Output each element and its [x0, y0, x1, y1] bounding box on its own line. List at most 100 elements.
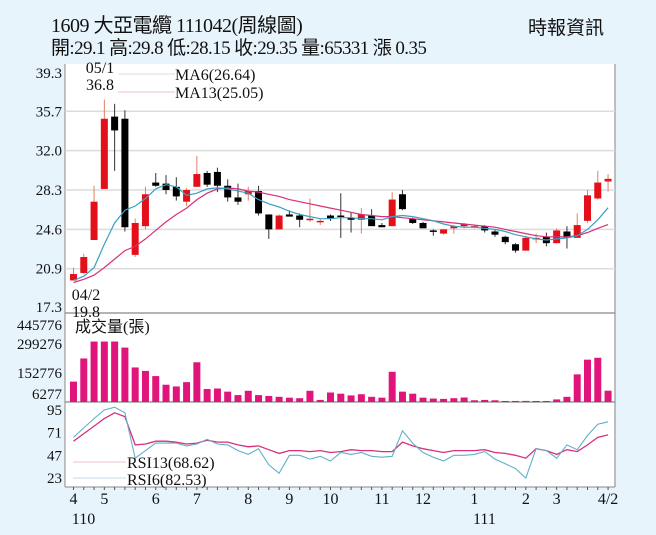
rsi13-legend: RSI13(68.62) — [127, 455, 215, 472]
year-label: 111 — [473, 511, 496, 528]
candle-up — [100, 118, 108, 189]
candle-down — [224, 185, 232, 198]
candle-up — [193, 174, 201, 187]
price-tick-label: 32.0 — [36, 144, 62, 160]
high-date-annotation: 05/1 — [86, 60, 114, 77]
candle-up — [275, 215, 283, 230]
candle-down — [347, 217, 355, 220]
volume-bar — [265, 395, 273, 402]
volume-bar — [604, 390, 612, 402]
rsi-tick-label: 47 — [47, 448, 63, 464]
candle-down — [162, 183, 170, 190]
volume-bar — [491, 400, 499, 402]
candle-down — [255, 191, 263, 214]
month-label: 9 — [285, 491, 293, 508]
month-label: 2 — [522, 491, 530, 508]
year-label: 110 — [72, 511, 95, 528]
volume-bar — [141, 370, 149, 402]
moving-average-lines — [73, 184, 609, 284]
volume-tick-label: 299276 — [17, 337, 63, 353]
rsi-tick-label: 95 — [47, 403, 62, 419]
candle-down — [265, 214, 273, 230]
volume-bar — [450, 398, 458, 402]
volume-bar — [131, 367, 139, 402]
legends: 05/136.8 MA6(26.64)MA13(25.05) 04/219.8成交量… — [72, 60, 264, 489]
rsi-lines — [73, 406, 609, 479]
candle-down — [337, 215, 345, 218]
volume-bar — [440, 398, 448, 402]
candle-down — [398, 194, 406, 210]
volume-tick-label: 445776 — [17, 318, 63, 334]
volume-bar — [121, 347, 129, 402]
volume-bar — [542, 400, 550, 402]
month-label: 5 — [100, 491, 108, 508]
price-tick-label: 20.9 — [36, 262, 62, 278]
candle-down — [203, 172, 211, 185]
candle-up — [80, 257, 88, 273]
volume-bar — [419, 397, 427, 402]
candle-down — [512, 244, 520, 251]
candle-up — [594, 182, 602, 199]
volume-bar — [285, 397, 293, 402]
price-tick-label: 35.7 — [36, 104, 63, 120]
volume-bar — [573, 374, 581, 402]
low-value-annotation: 19.8 — [72, 304, 100, 321]
volume-bar — [255, 395, 263, 402]
low-date-annotation: 04/2 — [72, 287, 100, 304]
volume-bar — [368, 396, 376, 402]
candle-up — [306, 218, 314, 221]
candle-down — [152, 182, 160, 186]
volume-bar — [70, 381, 77, 402]
volume-bar — [327, 392, 334, 402]
chart-title: 1609 大亞電纜 111042(周線圖) — [51, 15, 303, 37]
volume-tick-label: 152776 — [17, 366, 63, 382]
ma13-line — [73, 187, 609, 284]
month-label: 12 — [415, 491, 431, 508]
volume-bar — [594, 357, 602, 402]
month-label: 4/2 — [598, 491, 618, 508]
price-tick-label: 24.6 — [36, 222, 63, 238]
volume-bar — [512, 400, 520, 402]
volume-bar — [409, 393, 417, 402]
candle-down — [285, 214, 293, 217]
month-label: 6 — [152, 491, 160, 508]
volume-bar — [213, 388, 221, 402]
volume-bar — [553, 399, 561, 402]
rsi-tick-label: 23 — [47, 471, 62, 487]
month-label: 7 — [193, 491, 201, 508]
volume-title: 成交量(張) — [75, 318, 150, 336]
volume-bar — [100, 341, 108, 402]
volume-bar — [183, 382, 191, 402]
volume-bar — [193, 362, 201, 402]
candle-down — [429, 230, 437, 232]
volume-bar — [244, 390, 252, 402]
volume-bar — [90, 341, 98, 402]
candle-up — [388, 199, 396, 227]
volume-bar — [481, 399, 489, 402]
candle-down — [501, 236, 509, 243]
price-tick-label: 39.3 — [36, 66, 62, 82]
month-label: 1 — [470, 491, 478, 508]
volume-bar — [378, 397, 386, 402]
volume-bar — [80, 358, 88, 402]
volume-bar — [316, 399, 324, 402]
high-value-annotation: 36.8 — [86, 77, 114, 94]
volume-bar — [388, 371, 396, 402]
ma6-line — [73, 184, 609, 281]
chart-panels — [64, 64, 616, 488]
ma6-legend: MA6(26.64) — [175, 67, 255, 84]
candle-down — [234, 197, 242, 202]
candle-up — [357, 214, 365, 220]
quote-summary: 開:29.1 高:29.8 低:28.15 收:29.35 量:65331 漲 … — [51, 38, 427, 59]
candle-up — [584, 195, 591, 221]
rsi6-line — [73, 406, 609, 479]
price-tick-label: 17.3 — [36, 300, 62, 316]
candle-down — [563, 231, 571, 238]
candle-up — [604, 178, 612, 182]
volume-bar — [111, 341, 119, 402]
volume-bar — [429, 398, 437, 402]
candle-down — [121, 118, 129, 228]
candle-down — [327, 215, 334, 219]
candle-up — [316, 220, 324, 223]
candle-up — [460, 224, 468, 227]
